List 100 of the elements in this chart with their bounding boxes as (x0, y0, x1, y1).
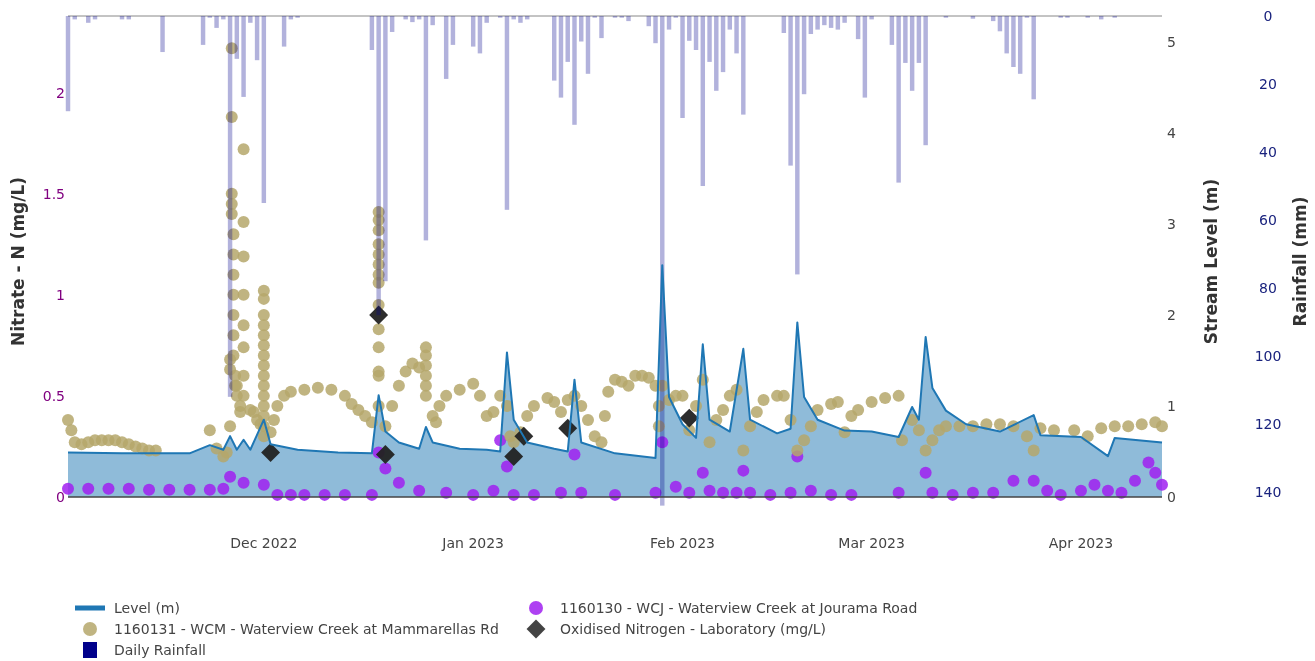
bar (896, 16, 901, 183)
bar (862, 16, 868, 98)
bar (65, 16, 71, 112)
bar (795, 16, 800, 275)
bar (923, 16, 928, 146)
bar (680, 16, 685, 119)
bar (653, 16, 658, 44)
bar (734, 16, 739, 54)
bar (511, 16, 516, 20)
y3-tick-label: 20 (1259, 76, 1277, 93)
y-tick-label: 0.5 (42, 387, 65, 404)
y3-axis-title: Rainfall (mm) (1290, 196, 1310, 327)
bar (504, 16, 510, 210)
point (375, 445, 395, 464)
bar (423, 16, 429, 241)
bar (815, 16, 820, 30)
x-tick-label: Jan 2023 (441, 535, 505, 551)
bar (909, 16, 915, 91)
bar (828, 16, 834, 28)
bar (626, 16, 631, 22)
bar (1031, 16, 1036, 100)
bar (443, 16, 449, 79)
bar (835, 16, 841, 30)
bar (1004, 16, 1009, 54)
y-axis-title: Nitrate - N (mg/L) (8, 176, 28, 347)
y-tick-label: 1.5 (42, 185, 65, 202)
y2-axis-title: Stream Level (m) (1201, 178, 1221, 345)
bar (869, 16, 874, 20)
bar (200, 16, 206, 45)
bar (518, 16, 523, 23)
bar (572, 16, 577, 125)
bar (383, 16, 388, 282)
bar (889, 16, 895, 45)
legend-label: Oxidised Nitrogen - Laboratory (mg/L) (560, 621, 827, 637)
bar (720, 16, 726, 73)
y3-tick-label: 80 (1259, 280, 1277, 297)
bar (727, 16, 733, 30)
bar (687, 16, 692, 41)
bar (1017, 16, 1023, 74)
y2-tick-label: 5 (1167, 34, 1176, 51)
point (504, 447, 524, 466)
bar (410, 16, 415, 23)
y-tick-label: 2 (56, 84, 65, 101)
bar (484, 16, 489, 23)
bar (558, 16, 564, 98)
bar (450, 16, 456, 45)
y2-tick-label: 1 (1167, 398, 1176, 415)
bar (389, 16, 395, 32)
x-tick-label: Dec 2022 (230, 535, 298, 551)
bar (86, 16, 91, 23)
bar (822, 16, 827, 26)
bar (808, 16, 814, 35)
bar (903, 16, 908, 63)
bar (241, 16, 246, 97)
bar (970, 16, 976, 19)
bar (707, 16, 712, 62)
bar (565, 16, 570, 62)
bar (261, 16, 267, 204)
y3-tick-label: 60 (1259, 212, 1277, 229)
bar (579, 16, 584, 42)
y2-tick-label: 0 (1167, 489, 1176, 505)
point (679, 408, 699, 428)
bar (248, 16, 253, 23)
bar (666, 16, 672, 30)
legend-label: Daily Rainfall (114, 642, 206, 658)
y-tick-label: 1 (56, 286, 65, 303)
bar (714, 16, 719, 91)
y2-tick-label: 3 (1167, 216, 1176, 233)
bar (470, 16, 476, 47)
y2-tick-label: 4 (1167, 125, 1176, 142)
bar (430, 16, 435, 26)
y3-tick-label: 100 (1254, 348, 1282, 365)
bar (551, 16, 557, 81)
bar (788, 16, 793, 166)
x-tick-label: Apr 2023 (1048, 535, 1114, 551)
x-tick-label: Feb 2023 (650, 535, 715, 551)
y2-tick-label: 2 (1167, 307, 1176, 324)
bar (700, 16, 706, 187)
bar (221, 16, 226, 20)
point (261, 442, 281, 462)
y3-tick-label: 40 (1259, 144, 1277, 161)
bar (741, 16, 746, 115)
bar (281, 16, 287, 47)
bar (916, 16, 922, 63)
bar (585, 16, 591, 74)
y3-tick-label: 140 (1254, 484, 1282, 501)
y3-tick-label: 120 (1254, 416, 1282, 433)
y3-tick-label: 0 (1263, 8, 1273, 24)
bar (403, 16, 408, 20)
y-tick-label: 0 (56, 488, 65, 505)
legend-label: 1160131 - WCM - Waterview Creek at Mammarellas Rd (114, 621, 499, 637)
bar (842, 16, 847, 23)
legend-label: Level (m) (114, 600, 180, 616)
bar (160, 16, 165, 53)
point (369, 305, 389, 325)
bar (214, 16, 219, 28)
bar (599, 16, 604, 39)
x-tick-label: Mar 2023 (838, 535, 905, 551)
legend-label: 1160130 - WCJ - Waterview Creek at Jourama Road (560, 600, 918, 616)
bar (1011, 16, 1016, 67)
